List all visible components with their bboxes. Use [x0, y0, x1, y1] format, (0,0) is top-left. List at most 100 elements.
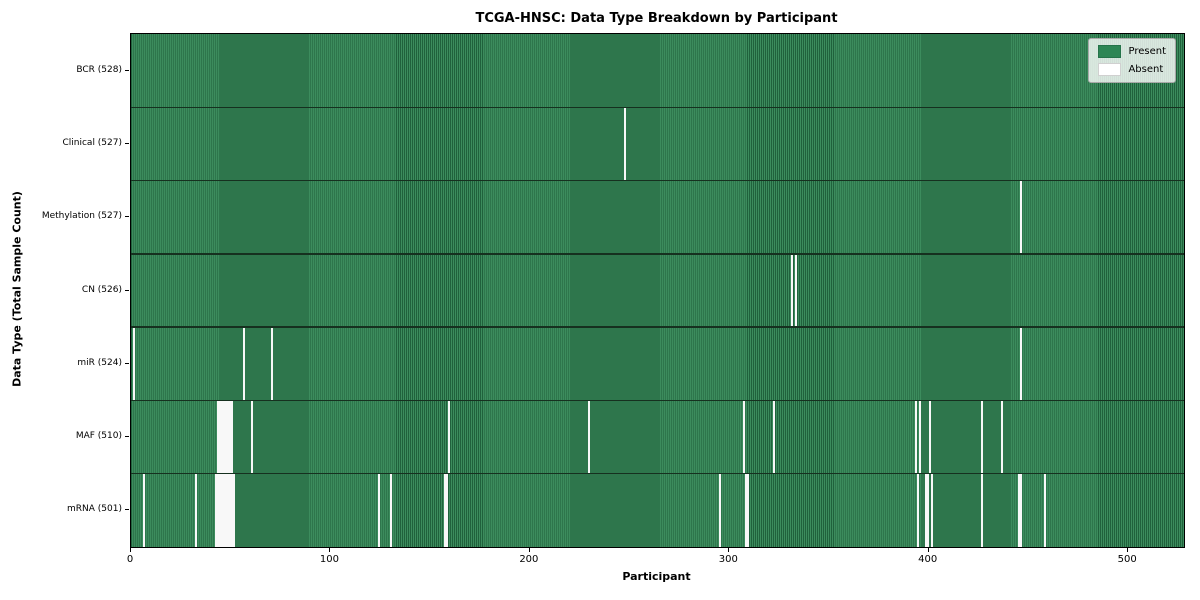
- absent-cell: [226, 473, 229, 547]
- absent-cell: [220, 473, 223, 547]
- absent-cell: [230, 473, 233, 547]
- xtick-label-100: 100: [319, 554, 339, 565]
- xtick-label-300: 300: [718, 554, 738, 565]
- absent-cell: [216, 473, 219, 547]
- absent-cell: [918, 400, 921, 474]
- absent-cell: [747, 473, 750, 547]
- absent-cell: [228, 400, 231, 474]
- xtick-label-200: 200: [519, 554, 539, 565]
- absent-cell: [791, 253, 794, 328]
- ytick-label-methylation: Methylation (527): [41, 211, 122, 222]
- xtick-mark: [528, 548, 530, 552]
- absent-cell: [390, 473, 393, 547]
- heatmap-row-mrna: [131, 473, 1184, 547]
- ytick-mark: [125, 216, 129, 218]
- absent-cell: [214, 473, 217, 547]
- absent-cell: [743, 400, 746, 474]
- absent-cell: [980, 400, 983, 474]
- absent-cell: [448, 400, 451, 474]
- absent-cell: [773, 400, 776, 474]
- heatmap-row-maf: [131, 400, 1184, 474]
- absent-cell: [224, 473, 227, 547]
- absent-cell: [1020, 327, 1023, 401]
- xtick-mark: [1127, 548, 1129, 552]
- absent-cell: [132, 327, 135, 401]
- absent-cell: [928, 400, 931, 474]
- heatmap-plot: [130, 33, 1185, 548]
- absent-cell: [446, 473, 449, 547]
- ytick-mark: [125, 289, 129, 291]
- row-separator: [131, 326, 1184, 328]
- legend-label-absent: Absent: [1128, 64, 1164, 75]
- absent-cell: [623, 107, 626, 181]
- ytick-label-mrna: mRNA (501): [67, 504, 122, 515]
- absent-cell: [1018, 473, 1021, 547]
- absent-cell: [916, 473, 919, 547]
- absent-cell: [242, 327, 245, 401]
- absent-cell: [587, 400, 590, 474]
- xtick-label-400: 400: [918, 554, 938, 565]
- xtick-mark: [329, 548, 331, 552]
- heatmap-row-cn: [131, 253, 1184, 328]
- heatmap-row-mir: [131, 327, 1184, 401]
- legend-item-present: Present: [1098, 45, 1166, 58]
- xtick-label-0: 0: [126, 554, 134, 565]
- row-separator: [131, 106, 1184, 109]
- heatmap-row-methylation: [131, 180, 1184, 254]
- absent-cell: [378, 473, 381, 547]
- absent-cell: [228, 473, 231, 547]
- absent-cell: [194, 473, 197, 547]
- absent-cell: [142, 473, 145, 547]
- absent-cell: [230, 400, 233, 474]
- absent-cell: [226, 400, 229, 474]
- absent-cell: [218, 400, 221, 474]
- ytick-label-clinical: Clinical (527): [62, 137, 122, 148]
- ytick-label-mir: miR (524): [77, 357, 122, 368]
- heatmap-row-bcr: [131, 34, 1184, 108]
- legend: Present Absent: [1088, 38, 1176, 83]
- absent-cell: [232, 473, 235, 547]
- absent-cell: [222, 473, 225, 547]
- ytick-mark: [125, 362, 129, 364]
- ytick-mark: [125, 142, 129, 144]
- x-axis-label: Participant: [622, 570, 691, 583]
- absent-cell: [222, 400, 225, 474]
- legend-label-present: Present: [1128, 46, 1166, 57]
- absent-cell: [224, 400, 227, 474]
- xtick-mark: [728, 548, 730, 552]
- row-separator: [131, 253, 1184, 255]
- row-separator: [131, 179, 1184, 182]
- absent-cell: [220, 400, 223, 474]
- absent-cell: [1020, 180, 1023, 254]
- absent-cell: [218, 473, 221, 547]
- absent-cell: [250, 400, 253, 474]
- xtick-label-500: 500: [1117, 554, 1137, 565]
- absent-cell: [1044, 473, 1047, 547]
- ytick-mark: [125, 436, 129, 438]
- absent-cell: [926, 473, 929, 547]
- absent-cell: [444, 473, 447, 547]
- present-swatch-icon: [1098, 45, 1122, 58]
- row-separator: [131, 472, 1184, 475]
- absent-cell: [914, 400, 917, 474]
- row-separator: [131, 399, 1184, 402]
- ytick-label-cn: CN (526): [81, 284, 122, 295]
- absent-cell: [930, 473, 933, 547]
- absent-cell: [980, 473, 983, 547]
- ytick-label-maf: MAF (510): [75, 431, 122, 442]
- heatmap-row-clinical: [131, 107, 1184, 181]
- ytick-label-bcr: BCR (528): [76, 64, 122, 75]
- ytick-mark: [125, 69, 129, 71]
- absent-cell: [745, 473, 748, 547]
- absent-cell: [719, 473, 722, 547]
- xtick-mark: [130, 548, 131, 552]
- absent-cell: [1000, 400, 1003, 474]
- absent-cell: [924, 473, 927, 547]
- legend-item-absent: Absent: [1098, 63, 1166, 76]
- absent-cell: [270, 327, 273, 401]
- xtick-mark: [927, 548, 929, 552]
- absent-cell: [216, 400, 219, 474]
- absent-cell: [1020, 473, 1023, 547]
- absent-cell: [795, 253, 798, 328]
